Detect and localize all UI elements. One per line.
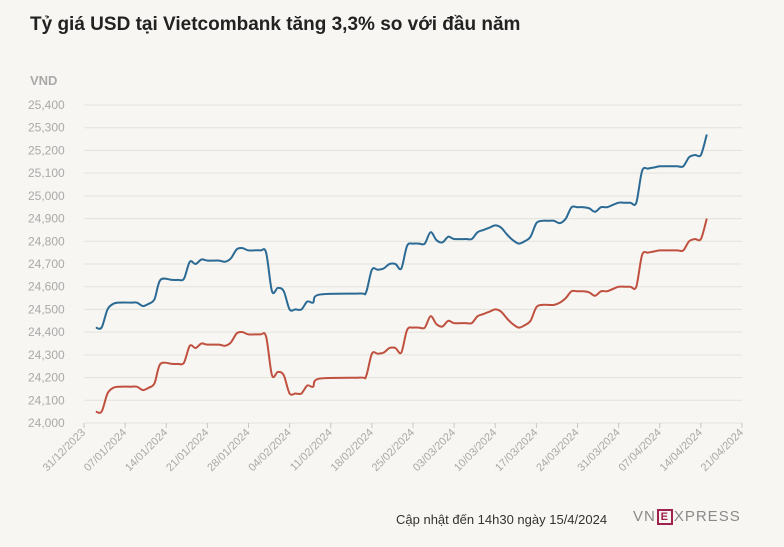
y-tick-label: 24,700	[28, 257, 65, 271]
series-line-blue	[95, 134, 708, 330]
logo-text-vn: VN	[633, 508, 656, 525]
y-tick-label: 24,400	[28, 325, 65, 339]
y-tick-label: 25,200	[28, 143, 65, 157]
x-tick-label: 18/02/2024	[329, 427, 376, 474]
x-tick-labels: 31/12/202307/01/202414/01/202421/01/2024…	[41, 423, 746, 474]
y-tick-label: 25,000	[28, 189, 65, 203]
x-tick-label: 04/02/2024	[246, 427, 293, 474]
y-tick-label: 24,800	[28, 234, 65, 248]
x-tick-label: 31/12/2023	[41, 427, 88, 474]
series-line-red	[95, 218, 708, 414]
x-tick-label: 21/01/2024	[164, 427, 211, 474]
x-tick-label: 14/04/2024	[658, 427, 705, 474]
x-tick-label: 17/03/2024	[493, 427, 540, 474]
update-note: Cập nhật đến 14h30 ngày 15/4/2024	[396, 512, 608, 527]
y-axis-label: VND	[30, 73, 57, 88]
x-tick-label: 11/02/2024	[288, 427, 335, 474]
chart-title: Tỷ giá USD tại Vietcombank tăng 3,3% so …	[30, 14, 521, 35]
logo-e-mark: E	[656, 508, 673, 525]
y-tick-label: 25,300	[28, 121, 65, 135]
y-tick-label: 24,200	[28, 371, 65, 385]
x-tick-label: 28/01/2024	[205, 427, 252, 474]
y-tick-label: 24,000	[28, 416, 65, 430]
x-tick-label: 21/04/2024	[699, 427, 746, 474]
x-tick-label: 03/03/2024	[411, 427, 458, 474]
grid-lines	[84, 104, 742, 424]
x-tick-label: 07/04/2024	[616, 427, 663, 474]
vnexpress-logo[interactable]: VN E XPRESS	[633, 508, 741, 525]
y-tick-label: 24,900	[28, 212, 65, 226]
x-tick-label: 14/01/2024	[123, 427, 170, 474]
y-tick-label: 24,300	[28, 348, 65, 362]
x-tick-label: 25/02/2024	[370, 427, 417, 474]
y-tick-label: 25,100	[28, 166, 65, 180]
logo-text-xpress: XPRESS	[673, 508, 741, 525]
x-tick-label: 24/03/2024	[534, 427, 581, 474]
y-tick-label: 24,500	[28, 302, 65, 316]
x-tick-label: 31/03/2024	[575, 427, 622, 474]
y-tick-label: 24,100	[28, 393, 65, 407]
x-tick-label: 10/03/2024	[452, 427, 499, 474]
series-lines	[95, 134, 708, 414]
y-tick-label: 24,600	[28, 280, 65, 294]
x-tick-label: 07/01/2024	[82, 427, 129, 474]
y-tick-labels: 24,000 24,100 24,200 24,300 24,400 24,500 24,6…	[28, 98, 65, 430]
y-tick-label: 25,400	[28, 98, 65, 112]
